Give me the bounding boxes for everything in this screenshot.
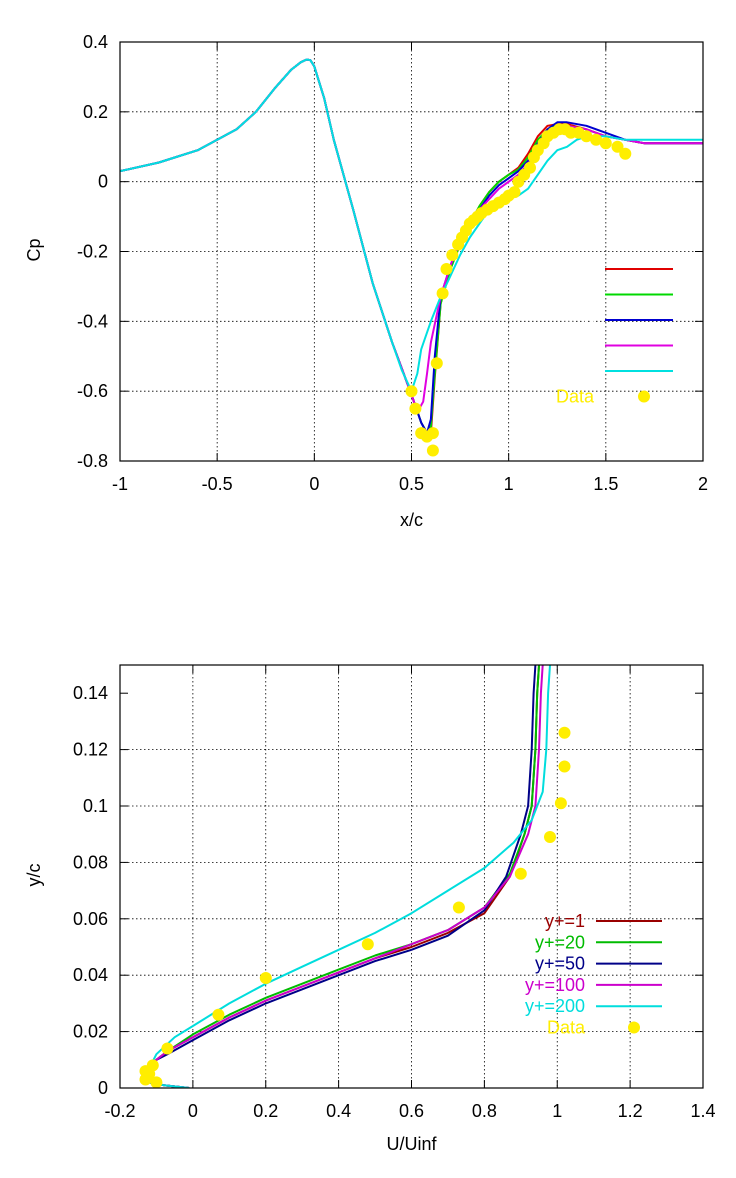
y-axis-label: y/c xyxy=(24,863,44,886)
data-point xyxy=(405,385,418,398)
legend-label: Data xyxy=(556,387,595,407)
plot-frame xyxy=(119,664,704,1089)
series-line xyxy=(120,58,703,393)
data-point xyxy=(544,831,556,843)
x-axis-label: U/Uinf xyxy=(386,1134,437,1154)
x-tick-label: 0.2 xyxy=(253,1101,278,1121)
data-point xyxy=(514,867,527,880)
legend-label: y+=1 xyxy=(554,259,594,279)
x-tick-label: 0 xyxy=(188,1101,198,1121)
x-tick-label: 1 xyxy=(552,1101,562,1121)
legend-label: y+=20 xyxy=(535,932,585,952)
y-tick-label: 0.2 xyxy=(83,102,108,122)
data-point xyxy=(361,938,374,951)
data-point xyxy=(139,1065,152,1078)
y-tick-label: 0.4 xyxy=(83,32,108,52)
y-tick-label: -0.4 xyxy=(77,311,108,331)
data-point xyxy=(436,287,449,300)
y-axis-label: Cp xyxy=(24,238,44,261)
legend-marker xyxy=(628,1021,640,1034)
y-tick-label: -0.2 xyxy=(77,242,108,262)
legend: y+=1 y+=20 y+=50 y+=100 y+=200 Data xyxy=(534,259,673,407)
data-point xyxy=(452,901,465,914)
data-point xyxy=(590,133,603,146)
data-point xyxy=(580,130,593,143)
data-point xyxy=(426,444,439,457)
legend-label: y+=50 xyxy=(544,310,594,330)
legend-label: y+=100 xyxy=(525,975,585,995)
y-tick-label: 0 xyxy=(98,1078,108,1098)
data-point xyxy=(259,972,272,984)
data-point xyxy=(440,263,453,275)
data-point xyxy=(524,161,536,174)
legend-label: y+=200 xyxy=(525,996,585,1016)
x-tick-label: -0.2 xyxy=(104,1101,135,1121)
data-point xyxy=(426,427,439,440)
x-tick-label: -0.5 xyxy=(202,474,233,494)
x-tick-label: 1.2 xyxy=(618,1101,643,1121)
y-tick-label: -0.8 xyxy=(77,451,108,471)
plot-area xyxy=(120,58,703,457)
series-line xyxy=(144,665,540,1088)
data-point xyxy=(508,186,521,199)
data-point xyxy=(558,726,571,739)
series-line xyxy=(144,665,544,1088)
data-point xyxy=(554,797,567,810)
x-tick-label: 0.5 xyxy=(399,474,424,494)
data-point xyxy=(599,137,612,150)
plot-area xyxy=(139,665,571,1088)
y-tick-label: -0.6 xyxy=(77,381,108,401)
legend-label: Data xyxy=(547,1018,586,1038)
data-point xyxy=(446,249,459,261)
data-point xyxy=(611,140,624,153)
x-tick-label: 1.5 xyxy=(593,474,618,494)
x-tick-label: 1 xyxy=(504,474,514,494)
x-tick-label: 0 xyxy=(309,474,319,494)
data-point xyxy=(212,1008,225,1021)
legend-label: y+=200 xyxy=(534,361,594,381)
data-point xyxy=(409,402,422,415)
legend-label: y+=20 xyxy=(544,285,594,305)
data-point xyxy=(150,1076,163,1088)
x-axis-label: x/c xyxy=(400,510,423,530)
series-line xyxy=(144,665,537,1088)
series-line xyxy=(144,665,551,1088)
x-tick-label: 1.4 xyxy=(690,1101,715,1121)
legend-label: y+=100 xyxy=(534,336,594,356)
y-tick-label: 0.14 xyxy=(73,683,108,703)
y-tick-label: 0 xyxy=(98,172,108,192)
y-tick-label: 0.08 xyxy=(73,852,108,872)
x-tick-label: 0.4 xyxy=(326,1101,351,1121)
x-tick-label: 0.6 xyxy=(399,1101,424,1121)
cp-chart: -1 -0.5 0 0.5 1 1.5 2 -0.8 -0.6 -0.4 -0.2 0 0.2 0.4 x/… xyxy=(24,32,708,530)
velocity-profile-chart: -0.2 0 0.2 0.4 0.6 0.8 1 1.2 1.4 0 0.02 0.04 0.06 0.0… xyxy=(24,664,716,1154)
legend-label: y+=1 xyxy=(545,911,585,931)
x-tick-label: 0.8 xyxy=(472,1101,497,1121)
y-tick-label: 0.04 xyxy=(73,965,108,985)
legend-marker xyxy=(638,390,650,403)
legend-label: y+=50 xyxy=(535,954,585,974)
y-tick-label: 0.02 xyxy=(73,1022,108,1042)
x-tick-label: -1 xyxy=(112,474,128,494)
series-line xyxy=(144,665,540,1088)
data-point xyxy=(161,1042,174,1055)
y-tick-label: 0.06 xyxy=(73,909,108,929)
data-point xyxy=(430,357,443,370)
data-point xyxy=(558,760,571,773)
x-tick-label: 2 xyxy=(698,474,708,494)
data-point xyxy=(619,147,632,160)
y-tick-label: 0.1 xyxy=(83,796,108,816)
y-tick-label: 0.12 xyxy=(73,740,108,760)
